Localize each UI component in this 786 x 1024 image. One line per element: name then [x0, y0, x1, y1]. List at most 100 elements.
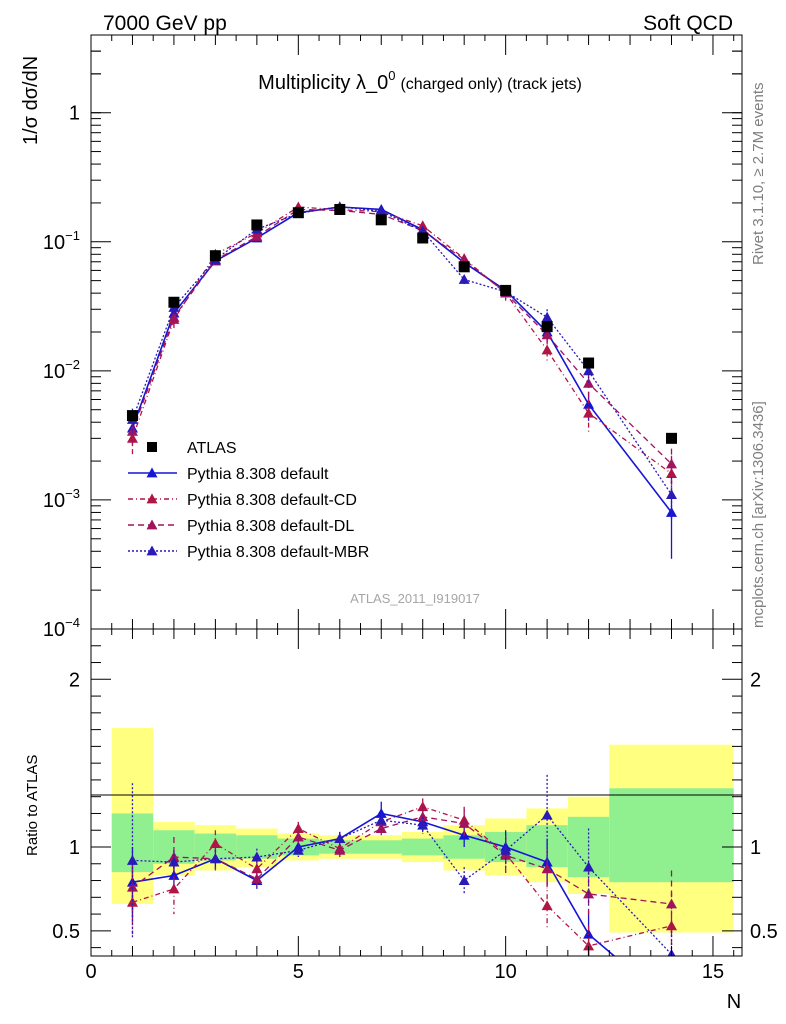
- ratio-point: [168, 870, 180, 880]
- uncertainty-band-inner: [360, 840, 402, 854]
- main-frame: [90, 34, 743, 630]
- ratio-y-tick-label: 2: [69, 669, 80, 691]
- reference-point: [541, 321, 553, 333]
- uncertainty-band-inner: [236, 835, 278, 859]
- ratio-point: [292, 823, 304, 833]
- data-point: [666, 489, 678, 499]
- data-point: [583, 398, 595, 409]
- data-point: [666, 506, 678, 517]
- ratio-point: [417, 801, 429, 812]
- reference-point: [209, 250, 221, 262]
- data-point: [251, 230, 263, 241]
- data-point: [126, 432, 138, 443]
- x-axis-label: N: [727, 991, 741, 1013]
- data-point: [583, 407, 595, 418]
- ratio-point: [541, 809, 553, 820]
- ratio-point: [251, 851, 263, 862]
- ratio-point: [541, 863, 553, 874]
- y-tick-label: 10−4: [43, 615, 80, 641]
- ratio-tick-labels: 0.5 0.5 1 1 2 2: [52, 669, 778, 943]
- legend-label: Pythia 8.308 default-MBR: [187, 544, 369, 561]
- legend-marker: [146, 493, 158, 504]
- ratio-point: [417, 819, 429, 830]
- ratio-point: [251, 863, 263, 874]
- legend-marker: [146, 467, 158, 478]
- data-point: [126, 425, 138, 436]
- ratio-point: [334, 844, 346, 855]
- ratio-y-tick-label: 0.5: [52, 921, 80, 943]
- reference-point: [666, 432, 678, 444]
- y-tick-label: 10−2: [43, 357, 80, 383]
- data-point: [583, 365, 595, 376]
- ratio-frame: [90, 628, 743, 957]
- series-line: [131, 206, 672, 475]
- y-tick-label: 10−1: [43, 228, 80, 254]
- ratio-point: [583, 861, 595, 872]
- data-point: [375, 205, 387, 216]
- legend-label: Pythia 8.308 default: [187, 466, 329, 483]
- data-point: [583, 377, 595, 388]
- legend-series: Pythia 8.308 default Pythia 8.308 default…: [128, 466, 369, 561]
- ratio-series: [126, 774, 678, 956]
- x-tick-labels: 0 5 10 15: [85, 961, 724, 983]
- ratio-point: [375, 823, 387, 833]
- ratio-point: [583, 940, 595, 951]
- ratio-ticks: [90, 628, 742, 956]
- reference-point: [500, 284, 512, 296]
- ratio-series-group: [126, 774, 678, 956]
- ratio-point: [126, 876, 138, 887]
- ratio-y-tick-label-right: 2: [750, 669, 761, 691]
- ratio-point: [126, 854, 138, 865]
- ratio-point: [251, 873, 263, 884]
- ratio-point: [541, 900, 553, 911]
- y-tick-label: 1: [69, 103, 80, 125]
- ratio-point: [458, 818, 470, 828]
- main-ticks: [90, 34, 742, 630]
- ratio-y-axis-label: Ratio to ATLAS: [24, 755, 41, 856]
- legend-label: Pythia 8.308 default-CD: [187, 492, 357, 509]
- watermark: ATLAS_2011_I919017: [350, 591, 480, 606]
- x-tick-label: 10: [495, 961, 517, 983]
- legend-label: Pythia 8.308 default-DL: [187, 518, 354, 535]
- y-tick-labels: 1 10−1 10−2 10−3 10−4: [43, 103, 80, 641]
- mcplots-label: mcplots.cern.ch [arXiv:1306.3436]: [750, 401, 767, 628]
- ratio-point: [583, 928, 595, 939]
- ratio-point: [375, 814, 387, 825]
- ratio-panel: 0.5 0.5 1 1 2 2 Ratio to ATLAS 0 5 10 15 N: [24, 628, 778, 1013]
- ratio-point: [375, 807, 387, 818]
- y-tick-label: 10−3: [43, 486, 80, 512]
- legend-marker-atlas: [147, 442, 157, 452]
- y-axis-label: 1/σ dσ/dN: [20, 56, 42, 145]
- rivet-label: Rivet 3.1.10, ≥ 2.7M events: [750, 83, 767, 266]
- ratio-point: [458, 875, 470, 885]
- header-right: Soft QCD: [643, 12, 733, 35]
- ratio-point: [500, 844, 512, 855]
- ratio-point: [126, 881, 138, 892]
- ratio-y-tick-label-right: 1: [750, 837, 761, 859]
- reference-point: [375, 214, 387, 226]
- legend-marker: [146, 545, 158, 556]
- data-point: [541, 329, 553, 340]
- ratio-point: [126, 896, 138, 907]
- x-tick-label: 0: [85, 961, 96, 983]
- ratio-point: [209, 853, 221, 864]
- uncertainty-band-inner: [401, 838, 444, 856]
- ratio-y-tick-label: 1: [69, 837, 80, 859]
- reference-point: [251, 219, 263, 231]
- ratio-point: [209, 838, 221, 849]
- ratio-point: [168, 883, 180, 894]
- reference-point: [417, 232, 429, 244]
- main-panel: 1 10−1 10−2 10−3 10−4 Multiplicity λ_00(char…: [20, 34, 743, 641]
- ratio-point: [292, 831, 304, 842]
- x-tick-label: 5: [293, 961, 304, 983]
- legend-label-atlas: ATLAS: [187, 440, 237, 457]
- reference-point: [292, 207, 304, 219]
- reference-point: [168, 296, 180, 308]
- chart-title: Multiplicity λ_00(charged only) (track j…: [258, 68, 582, 94]
- ratio-point: [168, 851, 180, 862]
- x-tick-label: 15: [702, 961, 724, 983]
- main-reference: [126, 203, 678, 444]
- ratio-point: [417, 811, 429, 822]
